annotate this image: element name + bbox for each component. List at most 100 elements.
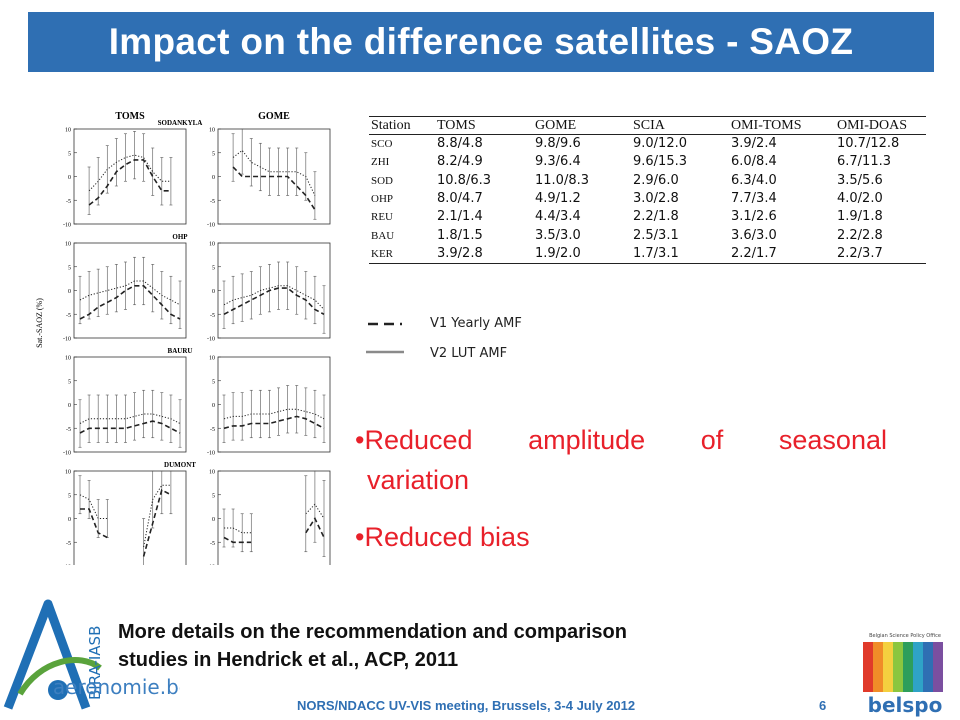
bullet-line-1: •Reduced amplitude of seasonal xyxy=(355,425,887,456)
y-tick-label: 0 xyxy=(212,289,215,295)
y-tick-label: 0 xyxy=(212,175,215,181)
series-v2-line xyxy=(305,503,325,519)
y-tick-label: 5 xyxy=(212,151,215,157)
table-header-row: Station TOMS GOME SCIA OMI-TOMS OMI-DOAS xyxy=(369,116,926,135)
table-cell: 9.6/15.3 xyxy=(633,154,687,170)
header-omi-toms: OMI-TOMS xyxy=(729,116,835,135)
table-cell: 6.0/8.4 xyxy=(731,154,777,170)
table-cell: 9.8/9.6 xyxy=(535,136,581,152)
station-panel: 10 5 0 -5 -10 xyxy=(63,242,187,343)
table-cell: 3.9/2.4 xyxy=(731,136,777,152)
table-cell: 10.7/12.8 xyxy=(837,136,900,152)
table-row: ZHI 8.2/4.9 9.3/6.4 9.6/15.3 6.0/8.4 6.7… xyxy=(369,153,926,171)
table-cell: 3.9/2.8 xyxy=(435,244,533,265)
series-v1-line xyxy=(223,287,325,316)
header-scia: SCIA xyxy=(631,116,729,135)
table-row: SCO 8.8/4.8 9.8/9.6 9.0/12.0 3.9/2.4 10.… xyxy=(369,135,926,154)
y-tick-label: 10 xyxy=(209,242,215,248)
footer-meeting: NORS/NDACC UV-VIS meeting, Brussels, 3-4… xyxy=(297,698,636,713)
table-cell: 4.4/3.4 xyxy=(535,209,581,225)
station-label: SODANKYLA xyxy=(158,119,203,127)
header-gome: GOME xyxy=(533,116,631,135)
station-label: OHP xyxy=(172,233,188,241)
table-cell: SCO xyxy=(371,138,393,151)
table-cell: 11.0/8.3 xyxy=(535,172,589,188)
y-tick-label: 5 xyxy=(68,493,71,499)
y-tick-label: 5 xyxy=(68,151,71,157)
y-tick-label: 0 xyxy=(68,403,71,409)
panel-frame xyxy=(73,128,187,225)
title-bar: Impact on the difference satellites - SA… xyxy=(28,12,934,72)
y-tick-label: -5 xyxy=(210,427,215,433)
table-cell: SOD xyxy=(371,174,394,187)
bullet-word: seasonal xyxy=(778,425,887,455)
series-v1-line xyxy=(79,285,181,320)
table-cell: 2.9/6.0 xyxy=(633,172,679,188)
y-tick-label: 5 xyxy=(68,265,71,271)
series-v2-line xyxy=(79,494,108,519)
y-tick-label: -10 xyxy=(63,223,71,229)
bira-iasb-logo: BIRA-IASB aeronomie.be xyxy=(3,599,180,710)
bullet-word: of xyxy=(700,425,724,455)
y-tick-label: 5 xyxy=(212,493,215,499)
table-cell: 4.0/2.0 xyxy=(837,191,883,207)
table-row: SOD 10.8/6.3 11.0/8.3 2.9/6.0 6.3/4.0 3.… xyxy=(369,172,926,190)
y-tick-label: 0 xyxy=(68,289,71,295)
y-tick-label: -10 xyxy=(63,565,71,566)
belspo-caption: Belgian Science Policy Office xyxy=(869,633,941,639)
series-v1-line xyxy=(223,415,325,430)
table-row: KER 3.9/2.8 1.9/2.0 1.7/3.1 2.2/1.7 2.2/… xyxy=(369,244,926,265)
y-tick-label: 0 xyxy=(68,517,71,523)
header-omi-doas: OMI-DOAS xyxy=(835,116,926,135)
table-cell: 2.2/3.7 xyxy=(835,244,926,265)
table-row: OHP 8.0/4.7 4.9/1.2 3.0/2.8 7.7/3.4 4.0/… xyxy=(369,190,926,208)
station-panel: 10 5 0 -5 -10 xyxy=(63,128,187,229)
table-cell: 10.8/6.3 xyxy=(437,172,491,188)
table-cell: 1.9/2.0 xyxy=(533,244,631,265)
table-cell: KER xyxy=(369,244,435,265)
y-tick-label: -10 xyxy=(207,223,215,229)
table-cell: BAU xyxy=(371,229,395,242)
legend-label-v1: V1 Yearly AMF xyxy=(430,316,522,331)
panel-frame xyxy=(217,470,331,565)
column-title-toms: TOMS xyxy=(115,111,145,122)
station-label: BAURU xyxy=(168,347,193,355)
slide-title: Impact on the difference satellites - SA… xyxy=(108,21,854,62)
table-cell: 3.6/3.0 xyxy=(731,227,777,243)
panel-frame xyxy=(73,242,187,339)
y-tick-label: 10 xyxy=(209,356,215,362)
logo-website-text: aeronomie.be xyxy=(53,675,180,699)
series-v1-line xyxy=(79,420,181,434)
y-tick-label: 5 xyxy=(212,265,215,271)
table-cell: 6.3/4.0 xyxy=(731,172,777,188)
station-label: DUMONT xyxy=(164,461,196,469)
series-v2-line xyxy=(224,527,252,534)
table-cell: 2.2/1.7 xyxy=(729,244,835,265)
solid-line-swatch xyxy=(366,350,404,354)
y-tick-label: 10 xyxy=(209,470,215,476)
series-v2-line xyxy=(232,149,316,196)
table-cell: 1.7/3.1 xyxy=(631,244,729,265)
table-cell: 6.7/11.3 xyxy=(837,154,891,170)
station-panel: 10 5 0 -5 -10 xyxy=(207,356,331,457)
table-cell: 9.0/12.0 xyxy=(633,136,687,152)
bullet-line-1-continued: variation xyxy=(367,465,470,495)
page-number: 6 xyxy=(819,698,827,713)
y-tick-label: 10 xyxy=(65,356,71,362)
series-v2-line xyxy=(88,154,171,192)
table-cell: 4.9/1.2 xyxy=(535,191,581,207)
bullet-line-2: •Reduced bias xyxy=(355,522,530,552)
y-tick-label: -5 xyxy=(66,427,71,433)
series-v1-line xyxy=(232,166,316,211)
series-v2-line xyxy=(79,413,181,424)
series-v2-line xyxy=(143,484,171,548)
series-v1-line xyxy=(305,516,325,538)
table-row: REU 2.1/1.4 4.4/3.4 2.2/1.8 3.1/2.6 1.9/… xyxy=(369,208,926,226)
y-tick-label: -5 xyxy=(66,313,71,319)
legend: V1 Yearly AMF V2 LUT AMF xyxy=(366,310,616,370)
y-tick-label: 0 xyxy=(68,175,71,181)
series-v1-line xyxy=(223,536,252,544)
column-title-gome: GOME xyxy=(258,111,290,122)
y-tick-label: -10 xyxy=(63,337,71,343)
y-tick-label: 10 xyxy=(209,128,215,134)
